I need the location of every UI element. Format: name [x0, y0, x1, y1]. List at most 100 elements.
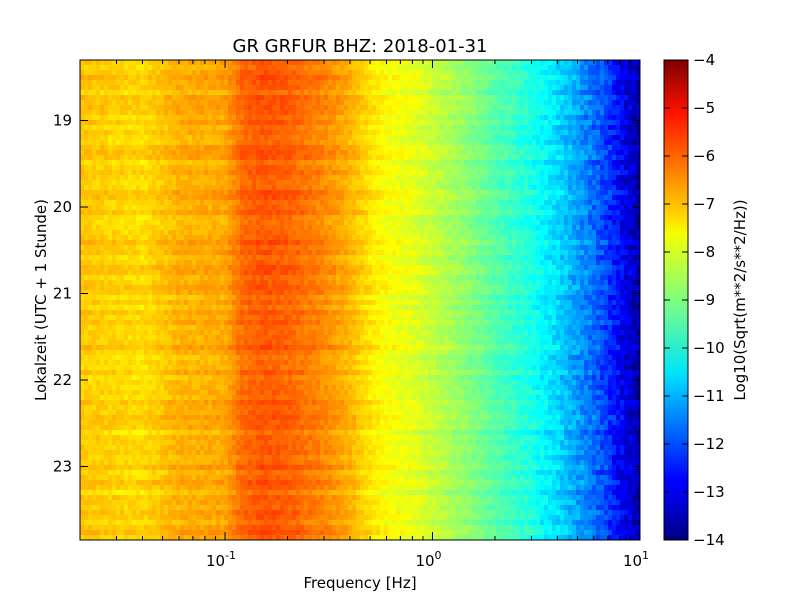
heatmap-cell — [112, 160, 117, 166]
heatmap-cell — [204, 220, 209, 226]
heatmap-cell — [240, 320, 245, 326]
heatmap-cell — [244, 245, 249, 251]
heatmap-cell — [196, 175, 201, 181]
heatmap-cell — [92, 490, 97, 496]
heatmap-cell — [240, 260, 245, 266]
heatmap-cell — [128, 230, 133, 236]
heatmap-cell — [272, 160, 277, 166]
heatmap-cell — [84, 280, 89, 286]
heatmap-cell — [180, 155, 185, 161]
heatmap-cell — [104, 405, 109, 411]
heatmap-cell — [172, 155, 177, 161]
heatmap-cell — [256, 175, 261, 181]
heatmap-cell — [196, 220, 201, 226]
heatmap-cell — [164, 510, 169, 516]
heatmap-cell — [264, 85, 269, 91]
heatmap-cell — [92, 390, 97, 396]
heatmap-cell — [136, 255, 141, 261]
heatmap-cell — [160, 300, 165, 306]
heatmap-cell — [172, 195, 177, 201]
heatmap-cell — [196, 160, 201, 166]
heatmap-cell — [244, 185, 249, 191]
heatmap-cell — [244, 80, 249, 86]
heatmap-cell — [168, 205, 173, 211]
heatmap-cell — [204, 70, 209, 76]
heatmap-cell — [192, 120, 197, 126]
heatmap-cell — [248, 380, 253, 386]
heatmap-cell — [208, 280, 213, 286]
heatmap-cell — [200, 175, 205, 181]
heatmap-cell — [212, 340, 217, 346]
heatmap-cell — [132, 375, 137, 381]
heatmap-cell — [240, 500, 245, 506]
heatmap-cell — [272, 435, 277, 441]
heatmap-cell — [160, 385, 165, 391]
heatmap-cell — [136, 245, 141, 251]
heatmap-cell — [248, 440, 253, 446]
heatmap-cell — [84, 410, 89, 416]
heatmap-cell — [140, 80, 145, 86]
heatmap-cell — [168, 165, 173, 171]
heatmap-cell — [152, 230, 157, 236]
heatmap-cell — [136, 290, 141, 296]
heatmap-cell — [224, 245, 229, 251]
heatmap-cell — [232, 350, 237, 356]
heatmap-cell — [104, 350, 109, 356]
heatmap-cell — [164, 415, 169, 421]
heatmap-cell — [172, 245, 177, 251]
heatmap-cell — [240, 80, 245, 86]
heatmap-cell — [136, 165, 141, 171]
heatmap-cell — [172, 125, 177, 131]
heatmap-cell — [80, 215, 85, 221]
heatmap-cell — [256, 180, 261, 186]
heatmap-cell — [152, 90, 157, 96]
heatmap-cell — [236, 80, 241, 86]
heatmap-cell — [196, 365, 201, 371]
heatmap-cell — [228, 375, 233, 381]
heatmap-cell — [120, 120, 125, 126]
heatmap-cell — [184, 105, 189, 111]
heatmap-cell — [104, 220, 109, 226]
heatmap-cell — [168, 275, 173, 281]
heatmap-cell — [164, 175, 169, 181]
heatmap-cell — [284, 85, 289, 91]
heatmap-cell — [168, 215, 173, 221]
heatmap-cell — [236, 280, 241, 286]
heatmap-cell — [220, 330, 225, 336]
heatmap-cell — [80, 75, 85, 81]
heatmap-cell — [236, 300, 241, 306]
heatmap-cell — [168, 230, 173, 236]
heatmap-cell — [260, 330, 265, 336]
heatmap-cell — [120, 160, 125, 166]
heatmap-cell — [252, 305, 257, 311]
heatmap-cell — [228, 430, 233, 436]
heatmap-cell — [84, 285, 89, 291]
heatmap-cell — [272, 65, 277, 71]
heatmap-cell — [104, 450, 109, 456]
heatmap-cell — [160, 140, 165, 146]
heatmap-cell — [84, 475, 89, 481]
heatmap-cell — [184, 375, 189, 381]
heatmap-cell — [84, 115, 89, 121]
heatmap-cell — [96, 485, 101, 491]
heatmap-cell — [284, 215, 289, 221]
heatmap-cell — [120, 445, 125, 451]
heatmap-cell — [184, 205, 189, 211]
heatmap-cell — [104, 90, 109, 96]
heatmap-cell — [168, 305, 173, 311]
heatmap-cell — [212, 145, 217, 151]
heatmap-cell — [108, 220, 113, 226]
heatmap-cell — [280, 395, 285, 401]
heatmap-cell — [180, 420, 185, 426]
heatmap-cell — [84, 225, 89, 231]
heatmap-cell — [156, 140, 161, 146]
heatmap-cell — [244, 105, 249, 111]
heatmap-cell — [128, 210, 133, 216]
heatmap-cell — [156, 480, 161, 486]
heatmap-cell — [180, 235, 185, 241]
heatmap-cell — [204, 195, 209, 201]
heatmap-cell — [84, 100, 89, 106]
heatmap-cell — [236, 235, 241, 241]
heatmap-cell — [224, 200, 229, 206]
heatmap-cell — [100, 60, 105, 66]
